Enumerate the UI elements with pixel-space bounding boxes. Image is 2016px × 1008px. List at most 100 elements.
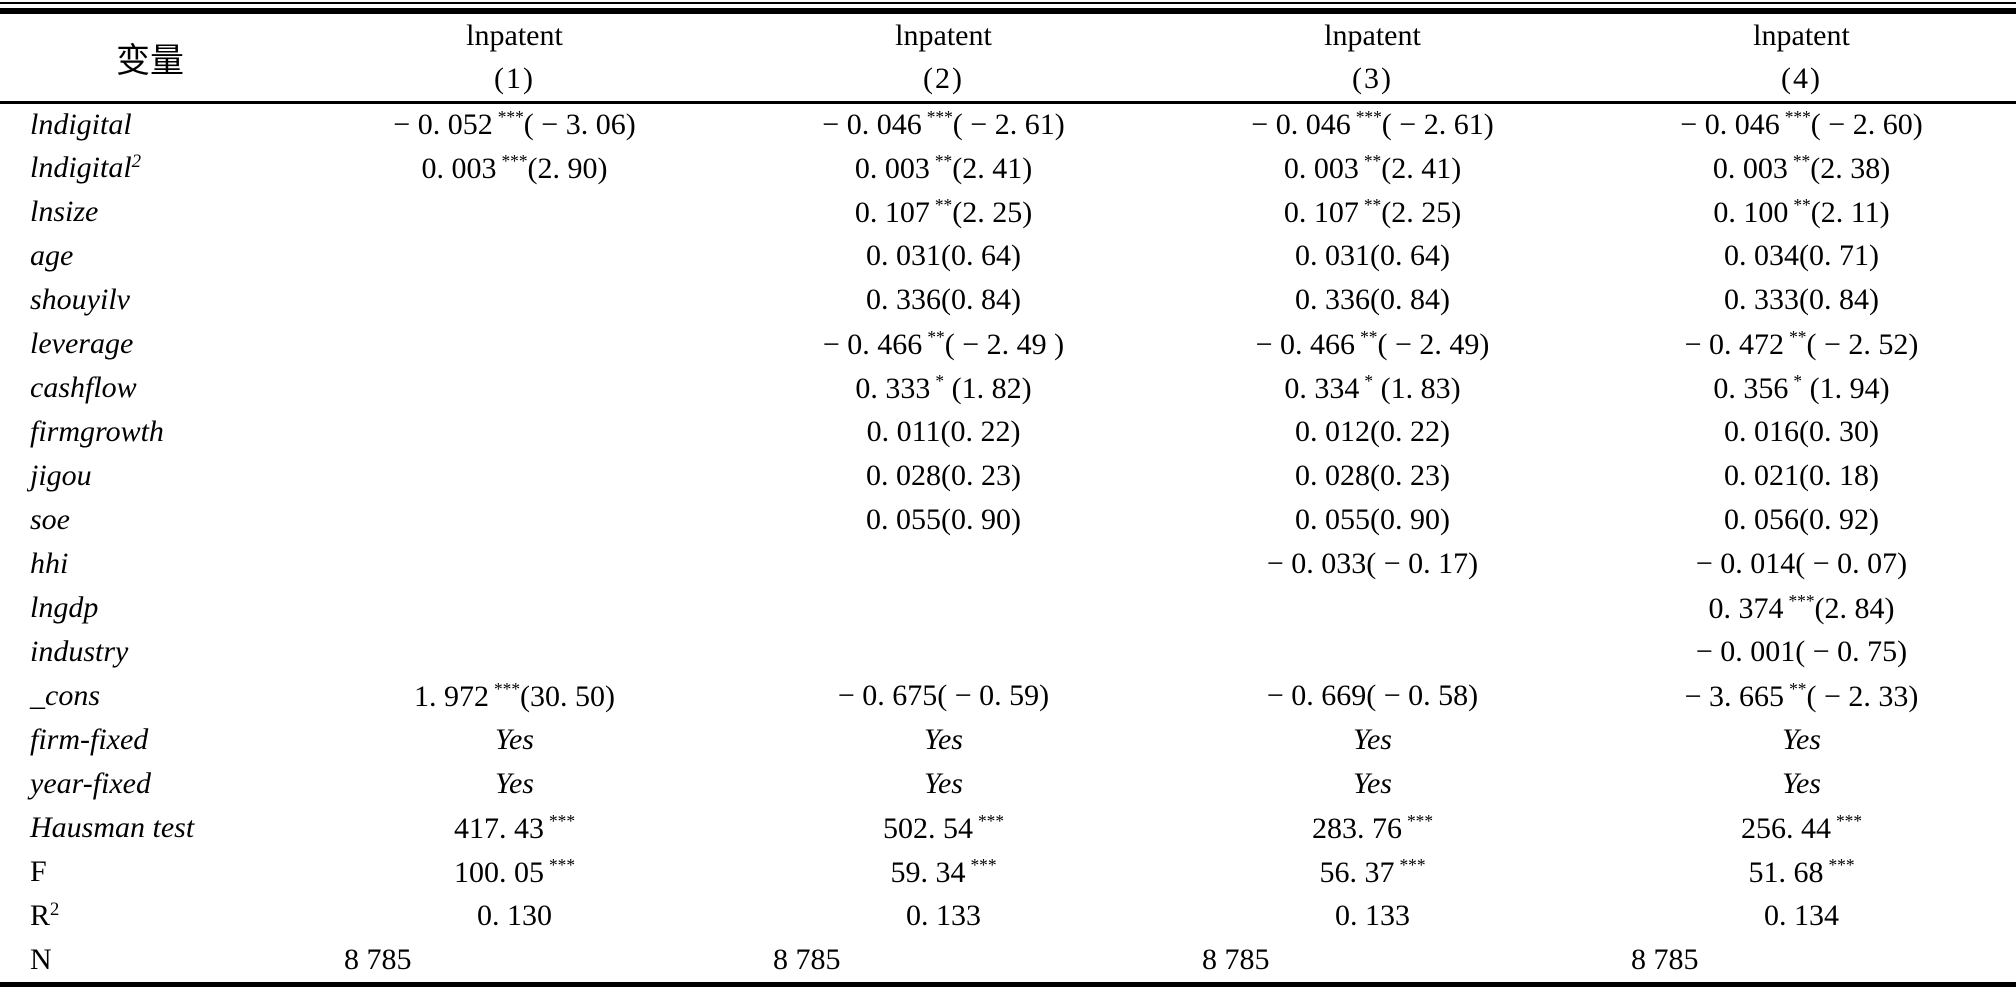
cell-industry-model-3: [1158, 630, 1587, 674]
row-label-industry: industry: [0, 630, 300, 674]
row-label-lndigital-sq: lndigital2: [0, 146, 300, 190]
table-row-hhi: hhi − 0. 033( − 0. 17) − 0. 014( − 0. 07): [0, 542, 2016, 586]
coefficient-value: 0. 130: [477, 899, 552, 932]
t-statistic: ( − 3. 06): [523, 108, 636, 142]
coefficient-value: 56. 37: [1319, 855, 1395, 889]
t-statistic: (0. 84): [941, 283, 1021, 316]
row-label-r-squared: R2: [0, 894, 300, 938]
coefficient-value: 0. 133: [1335, 899, 1410, 932]
significance-stars: ***: [548, 854, 576, 875]
row-label-text: cashflow: [30, 371, 137, 404]
significance-stars: **: [1360, 326, 1378, 347]
significance-stars: ***: [1788, 590, 1815, 611]
row-label-text: firmgrowth: [30, 415, 164, 448]
cell-year-fixed-model-1: Yes: [300, 762, 729, 806]
cell-hausman-test-model-1: 417. 43 ***: [300, 806, 729, 850]
table-header: 变量 lnpatent (1) lnpatent (2) lnpatent (3) lnpa…: [0, 14, 2016, 102]
coefficient-value: 0. 003: [1712, 151, 1788, 185]
coefficient-value: 0. 028: [866, 459, 941, 492]
row-label-lndigital: lndigital: [0, 102, 300, 146]
header-model-4: lnpatent (4): [1587, 14, 2016, 102]
row-label-cons: _cons: [0, 674, 300, 718]
significance-stars: **: [1363, 194, 1382, 215]
cell-r-squared-model-4: 0. 134: [1587, 894, 2016, 938]
coefficient-value: 0. 016: [1724, 415, 1799, 448]
cell-soe-model-4: 0. 056(0. 92): [1587, 498, 2016, 542]
row-label-text: Hausman test: [30, 811, 195, 844]
t-statistic: (2. 25): [952, 195, 1033, 229]
significance-stars: ***: [1399, 854, 1426, 875]
cell-f-stat-model-2: 59. 34 ***: [729, 850, 1158, 894]
coefficient-value: Yes: [1353, 723, 1392, 756]
t-statistic: (2. 90): [527, 151, 608, 185]
row-label-hhi: hhi: [0, 542, 300, 586]
coefficient-value: 0. 356: [1713, 371, 1789, 405]
table-row-firmgrowth: firmgrowth 0. 011(0. 22) 0. 012(0. 22) 0. 0…: [0, 410, 2016, 454]
cell-shouyilv-model-2: 0. 336(0. 84): [729, 278, 1158, 322]
row-label-firmgrowth: firmgrowth: [0, 410, 300, 454]
coefficient-value: − 0. 014: [1695, 547, 1796, 580]
cell-firmgrowth-model-3: 0. 012(0. 22): [1158, 410, 1587, 454]
coefficient-value: 59. 34: [890, 855, 966, 889]
coefficient-value: 0. 012: [1295, 415, 1370, 448]
t-statistic: (0. 22): [1370, 415, 1450, 448]
significance-stars: ***: [1835, 810, 1863, 831]
t-statistic: ( − 0. 58): [1366, 679, 1479, 712]
coefficient-value: Yes: [495, 767, 534, 800]
cell-f-stat-model-4: 51. 68 ***: [1587, 850, 2016, 894]
coefficient-value: 0. 133: [906, 899, 981, 932]
row-label-superscript: 2: [131, 150, 141, 172]
coefficient-value: Yes: [1782, 723, 1821, 756]
coefficient-value: 283. 76: [1311, 811, 1402, 845]
row-label-text: lnsize: [30, 195, 99, 228]
table-row-f-stat: F 100. 05 *** 59. 34 *** 56. 37 *** 51. 68 ***: [0, 850, 2016, 894]
row-label-text: leverage: [30, 327, 134, 360]
cell-cons-model-2: − 0. 675( − 0. 59): [729, 674, 1158, 718]
t-statistic: (0. 84): [1370, 283, 1450, 316]
header-variable: 变量: [116, 42, 184, 80]
cell-firm-fixed-model-4: Yes: [1587, 718, 2016, 762]
cell-soe-model-3: 0. 055(0. 90): [1158, 498, 1587, 542]
cell-f-stat-model-3: 56. 37 ***: [1158, 850, 1587, 894]
cell-firm-fixed-model-2: Yes: [729, 718, 1158, 762]
row-label-lnsize: lnsize: [0, 190, 300, 234]
coefficient-value: − 0. 472: [1684, 327, 1785, 361]
significance-stars: ***: [497, 107, 524, 128]
coefficient-value: 0. 374: [1708, 591, 1784, 625]
t-statistic: (0. 90): [1370, 503, 1450, 536]
cell-cashflow-model-3: 0. 334 * (1. 83): [1158, 366, 1587, 410]
coefficient-value: 0. 055: [866, 503, 941, 536]
cell-firmgrowth-model-1: [300, 410, 729, 454]
cell-firmgrowth-model-4: 0. 016(0. 30): [1587, 410, 2016, 454]
table-row-hausman-test: Hausman test 417. 43 *** 502. 54 *** 283. 76 *…: [0, 806, 2016, 850]
t-statistic: ( − 2. 61): [1381, 108, 1494, 142]
significance-stars: *: [935, 370, 945, 391]
cell-hausman-test-model-4: 256. 44 ***: [1587, 806, 2016, 850]
cell-lndigital-model-3: − 0. 046 ***( − 2. 61): [1158, 102, 1587, 146]
coefficient-value: − 0. 033: [1266, 547, 1367, 580]
cell-lnsize-model-3: 0. 107 **(2. 25): [1158, 190, 1587, 234]
coefficient-value: 0. 003: [1283, 151, 1359, 185]
table-row-shouyilv: shouyilv 0. 336(0. 84) 0. 336(0. 84) 0. 333…: [0, 278, 2016, 322]
cell-lngdp-model-1: [300, 586, 729, 630]
cell-hhi-model-4: − 0. 014( − 0. 07): [1587, 542, 2016, 586]
cell-age-model-1: [300, 234, 729, 278]
cell-n-obs-model-2: 8 785: [729, 938, 1158, 982]
cell-industry-model-2: [729, 630, 1158, 674]
cell-cons-model-1: 1. 972 ***(30. 50): [300, 674, 729, 718]
t-statistic: (1. 82): [944, 371, 1032, 405]
t-statistic: (2. 11): [1810, 195, 1890, 229]
coefficient-value: − 0. 046: [1251, 108, 1351, 142]
row-label-text: hhi: [30, 547, 69, 580]
t-statistic: (1. 83): [1373, 371, 1461, 405]
header-dep-label: lnpatent: [1324, 18, 1421, 52]
coefficient-value: 256. 44: [1740, 811, 1831, 845]
coefficient-value: 8 785: [344, 943, 412, 976]
coefficient-value: − 0. 675: [837, 679, 938, 712]
row-label-superscript: 2: [50, 898, 60, 920]
row-label-text: lngdp: [30, 591, 99, 624]
cell-jigou-model-1: [300, 454, 729, 498]
table-row-leverage: leverage − 0. 466 **( − 2. 49 ) − 0. 466 **(…: [0, 322, 2016, 366]
t-statistic: (0. 64): [941, 239, 1021, 272]
t-statistic: (1. 94): [1802, 371, 1890, 405]
